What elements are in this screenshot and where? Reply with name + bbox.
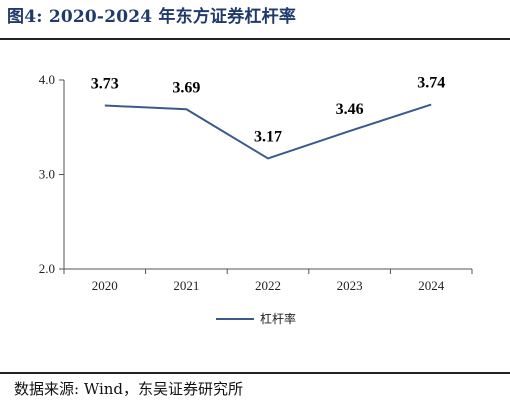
top-rule (0, 38, 510, 40)
x-tick-label: 2021 (173, 278, 199, 293)
data-label: 3.46 (336, 101, 364, 118)
y-tick-label: 2.0 (39, 261, 55, 276)
y-tick-label: 4.0 (39, 72, 55, 87)
figure-title: 图4: 2020-2024 年东方证券杠杆率 (7, 7, 297, 27)
data-label: 3.69 (172, 79, 200, 96)
y-axis-ticks: 2.0 3.0 4.0 (39, 72, 64, 276)
y-tick-label: 3.0 (39, 167, 55, 182)
data-label: 3.73 (91, 76, 119, 93)
bottom-rule (0, 372, 510, 374)
chart-legend: 杠杆率 (216, 311, 296, 326)
data-labels: 3.73 3.69 3.17 3.46 3.74 (91, 75, 445, 146)
chart-axes (63, 80, 472, 270)
x-tick-label: 2022 (255, 278, 281, 293)
x-tick-label: 2024 (418, 278, 445, 293)
x-tick-label: 2020 (92, 278, 118, 293)
line-chart: 2.03.04.0 2020 2021 2022 2023 2024 3.73 3.693… (39, 72, 473, 326)
data-label: 3.74 (417, 75, 445, 92)
x-tick-label: 2023 (337, 278, 363, 293)
source-note: 数据来源: Wind，东吴证券研究所 (14, 380, 244, 398)
x-axis-ticks: 2020 2021 2022 2023 2024 (63, 269, 473, 293)
series-layer (104, 103, 432, 160)
legend-label: 杠杆率 (260, 311, 296, 326)
data-label: 3.17 (254, 128, 282, 145)
